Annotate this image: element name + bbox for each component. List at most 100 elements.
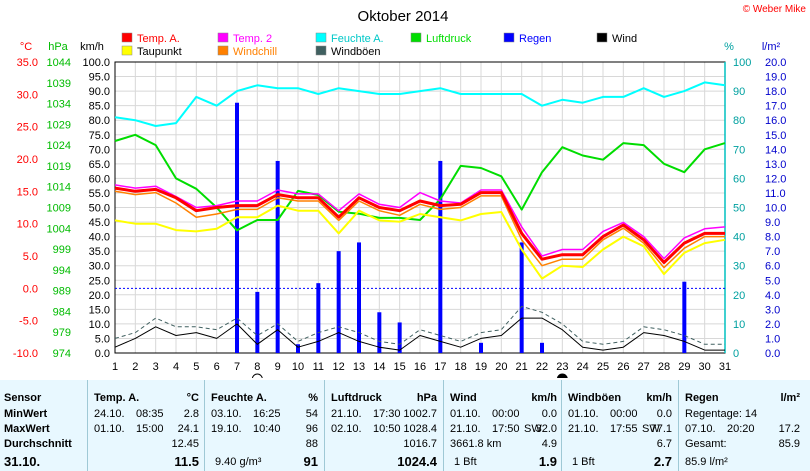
axis-tick-hpa: 999 <box>53 244 71 256</box>
legend-label: Temp. 2 <box>233 33 272 45</box>
axis-tick-temp: 25.0 <box>17 122 38 134</box>
axis-tick-temp: 15.0 <box>17 186 38 198</box>
chart-axes: 35.030.025.020.015.010.05.00.0-5.0-10.0°… <box>13 41 786 378</box>
rain-bar <box>316 283 321 353</box>
hum-avg-value: 88 <box>305 438 318 450</box>
stats-current-date: 31.10. <box>4 454 41 469</box>
hum-absolute: 9.40 g/m³ <box>215 456 262 468</box>
wind-beaufort: 1 Bft <box>454 456 477 468</box>
axis-tick-kmh: 65.0 <box>89 159 110 171</box>
temp-min-time: 08:35 <box>136 408 164 420</box>
axis-tick-kmh: 60.0 <box>89 173 110 185</box>
axis-tick-temp: 0.0 <box>23 283 38 295</box>
axis-tick-rain: 3.0 <box>765 304 780 316</box>
wind-min-time: 00:00 <box>492 408 520 420</box>
axis-tick-kmh: 70.0 <box>89 144 110 156</box>
gust-current-value: 2.7 <box>653 454 672 469</box>
x-tick-label: 5 <box>193 361 199 373</box>
axis-tick-pct: 80 <box>733 115 745 127</box>
axis-tick-rain: 11.0 <box>765 188 786 200</box>
hum-min-time: 16:25 <box>253 408 281 420</box>
gust-unit: km/h <box>646 392 672 404</box>
axis-tick-kmh: 0.0 <box>95 348 110 360</box>
stats-sensor-title: Sensor <box>4 392 42 404</box>
press-min-time: 17:30 <box>373 408 401 420</box>
x-tick-label: 20 <box>495 361 507 373</box>
stats-panel-wind: Wind km/h 01.10. 00:00 0.0 21.10. 17:50 … <box>443 380 561 471</box>
stats-row-max: MaxWert <box>4 423 50 435</box>
legend-label: Taupunkt <box>137 46 182 58</box>
rain-total-value: 85.9 <box>778 438 800 450</box>
wind-min-date: 01.10. <box>450 408 481 420</box>
axis-unit-hpa: hPa <box>48 41 68 53</box>
axis-tick-hpa: 1004 <box>47 223 71 235</box>
x-tick-label: 14 <box>373 361 385 373</box>
gust-min-time: 00:00 <box>610 408 638 420</box>
axis-tick-rain: 14.0 <box>765 144 786 156</box>
x-tick-label: 29 <box>678 361 690 373</box>
x-tick-label: 11 <box>313 361 324 373</box>
stats-panel-rain: Regen l/m² Regentage: 14 07.10. 20:20 17… <box>678 380 810 471</box>
temp-min-value: 2.8 <box>183 408 199 420</box>
series-line-temp-2 <box>114 184 726 260</box>
rain-bar <box>438 160 443 353</box>
x-tick-label: 21 <box>516 361 528 373</box>
x-tick-label: 1 <box>112 361 118 373</box>
axis-tick-hpa: 1034 <box>47 99 71 111</box>
legend-swatch <box>503 32 515 43</box>
hum-title: Feuchte A. <box>211 392 267 404</box>
hum-max-date: 19.10. <box>211 423 242 435</box>
full-moon-icon <box>251 373 263 378</box>
legend-label: Windböen <box>331 46 381 58</box>
rain-bar <box>397 322 402 353</box>
rain-current-total: 85.9 l/m² <box>685 456 728 468</box>
rain-bar <box>255 291 260 353</box>
axis-tick-rain: 4.0 <box>765 290 780 302</box>
weather-chart: 35.030.025.020.015.010.05.00.0-5.0-10.0°… <box>12 4 807 378</box>
x-tick-label: 16 <box>414 361 426 373</box>
press-current-value: 1024.4 <box>397 454 437 469</box>
hum-min-value: 54 <box>305 408 318 420</box>
rain-unit: l/m² <box>780 392 800 404</box>
gust-title: Windböen <box>568 392 622 404</box>
x-tick-label: 25 <box>597 361 609 373</box>
press-max-time: 10:50 <box>373 423 401 435</box>
wind-unit: km/h <box>531 392 557 404</box>
temp-max-date: 01.10. <box>94 423 125 435</box>
rain-bar <box>519 242 524 353</box>
series-line-taupunkt <box>114 204 726 280</box>
x-tick-label: 23 <box>556 361 568 373</box>
axis-tick-kmh: 5.0 <box>95 333 110 345</box>
x-tick-label: 26 <box>617 361 629 373</box>
x-tick-label: 6 <box>214 361 220 373</box>
press-avg-value: 1016.7 <box>403 438 437 450</box>
axis-tick-temp: 35.0 <box>17 57 38 69</box>
stats-panel-pressure: Luftdruck hPa 21.10. 17:30 1002.7 02.10.… <box>324 380 443 471</box>
wind-max-direction: SW <box>524 423 542 435</box>
temp-min-date: 24.10. <box>94 408 125 420</box>
rain-max-time: 20:20 <box>727 423 755 435</box>
temp-max-value: 24.1 <box>177 423 199 435</box>
axis-unit-kmh: km/h <box>80 41 104 53</box>
axis-tick-kmh: 40.0 <box>89 232 110 244</box>
gust-avg-value: 6.7 <box>656 438 672 450</box>
axis-tick-kmh: 25.0 <box>89 275 110 287</box>
press-max-date: 02.10. <box>331 423 362 435</box>
axis-tick-hpa: 994 <box>53 265 71 277</box>
press-max-value: 1028.4 <box>403 423 437 435</box>
rain-bar <box>336 251 341 353</box>
axis-tick-rain: 20.0 <box>765 57 786 69</box>
legend-swatch <box>217 45 229 56</box>
series-line-feuchte-a- <box>114 81 726 127</box>
axis-tick-rain: 9.0 <box>765 217 780 229</box>
x-tick-label: 30 <box>699 361 711 373</box>
rain-bar <box>540 342 544 353</box>
series-line-windchill <box>114 190 725 269</box>
axis-tick-kmh: 85.0 <box>89 101 110 113</box>
axis-tick-hpa: 989 <box>53 286 71 298</box>
temp-unit: °C <box>186 392 199 404</box>
stats-row-avg: Durchschnitt <box>4 438 72 450</box>
axis-tick-pct: 40 <box>733 232 745 244</box>
axis-tick-rain: 17.0 <box>765 101 786 113</box>
axis-tick-hpa: 979 <box>53 327 71 339</box>
